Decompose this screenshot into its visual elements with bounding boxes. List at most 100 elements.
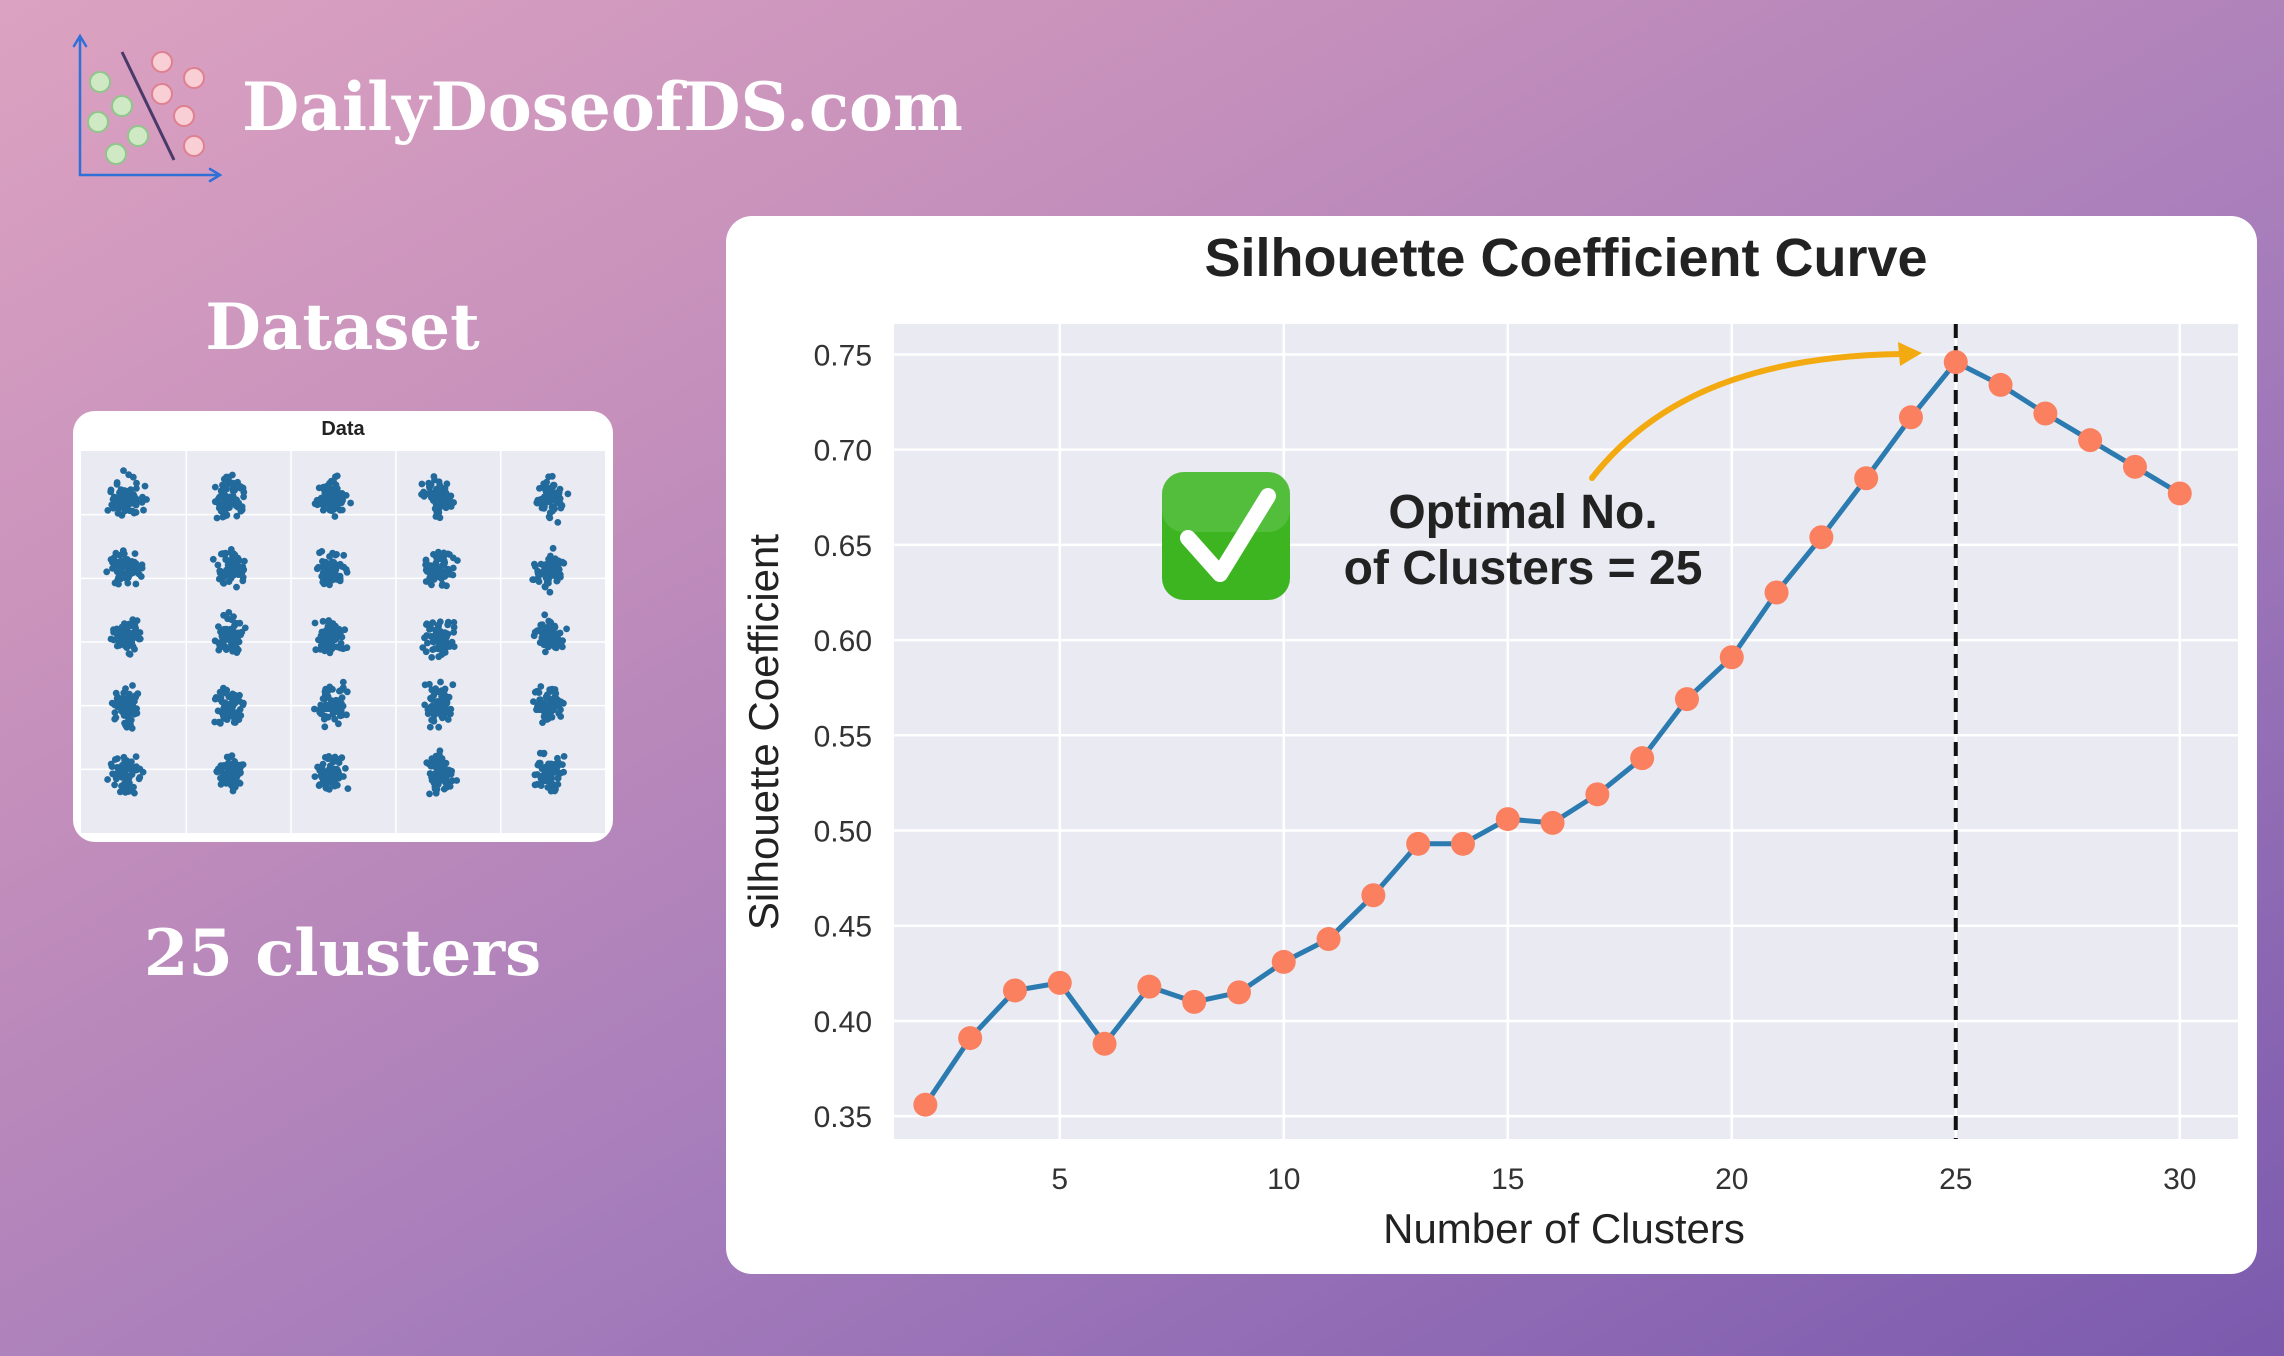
dataset-point (227, 546, 235, 553)
dataset-point (328, 770, 336, 778)
dataset-point (113, 479, 121, 486)
dataset-point (441, 775, 449, 782)
dataset-point (434, 621, 442, 629)
cluster-count-caption: 25 clusters (143, 916, 542, 991)
dataset-point (114, 632, 121, 640)
dataset-plot-title: Data (321, 418, 365, 440)
dataset-point (427, 762, 435, 770)
data-point (2167, 481, 2192, 506)
dataset-point (119, 694, 127, 702)
dataset-point (537, 628, 545, 636)
dataset-point (211, 498, 219, 506)
data-point (1898, 405, 1923, 430)
x-tick-label: 30 (2163, 1163, 2196, 1196)
data-point (1719, 645, 1744, 670)
dataset-point (437, 569, 444, 577)
dataset-point (123, 764, 131, 772)
dataset-point (217, 694, 225, 701)
dataset-point (114, 509, 122, 517)
dataset-point (437, 628, 444, 635)
dataset-point (550, 481, 558, 489)
dataset-point (555, 559, 563, 567)
dataset-point (540, 480, 548, 488)
dataset-point (110, 626, 117, 634)
dataset-point (216, 569, 224, 577)
dataset-point (233, 565, 240, 573)
dataset-point (234, 708, 242, 716)
x-tick-label: 5 (1051, 1163, 1068, 1196)
dataset-point (550, 786, 557, 794)
dataset-point (329, 549, 336, 557)
dataset-point (552, 644, 560, 652)
dataset-point (553, 577, 561, 585)
dataset-point (132, 753, 140, 760)
dataset-point (103, 568, 111, 576)
dataset-point (321, 723, 329, 731)
dataset-point (422, 557, 430, 565)
dataset-point (544, 629, 552, 637)
dataset-point (531, 560, 538, 568)
dataset-point (332, 755, 340, 762)
dataset-point (217, 780, 225, 788)
dataset-point (322, 784, 330, 792)
dataset-point (429, 619, 437, 626)
dataset-point (435, 548, 442, 556)
dataset-point (439, 486, 446, 493)
dataset-point (104, 507, 112, 514)
data-point (1495, 807, 1520, 832)
data-point (1002, 978, 1027, 1003)
dataset-point (530, 698, 537, 705)
dataset-title: Dataset (205, 290, 480, 365)
dataset-point (126, 718, 133, 726)
dataset-point (221, 503, 229, 510)
annotation-arrow (1589, 342, 1922, 481)
dataset-point (448, 638, 456, 646)
dataset-point (120, 622, 128, 630)
dataset-point (211, 483, 219, 491)
dataset-point (547, 565, 555, 573)
dataset-point (231, 758, 239, 765)
dataset-point (213, 514, 221, 522)
dataset-point (125, 650, 133, 657)
dataset-point (133, 766, 140, 774)
dataset-point (215, 718, 223, 726)
dataset-point (550, 634, 558, 642)
dataset-point (338, 694, 346, 702)
dataset-scatter-plot: Data (81, 418, 605, 833)
dataset-point (215, 639, 222, 647)
dataset-point (321, 695, 329, 702)
y-axis-ticks: 0.35 0.40 0.45 0.50 0.55 0.60 0.65 0.70 0.75 (814, 339, 872, 1134)
dataset-point (441, 699, 448, 706)
dataset-point (109, 558, 116, 566)
dataset-point (541, 611, 549, 619)
dataset-point (450, 499, 457, 506)
dataset-point (134, 630, 141, 638)
y-tick-label: 0.40 (814, 1006, 872, 1039)
dataset-point (454, 557, 461, 564)
dataset-point (131, 789, 138, 797)
dataset-point (535, 578, 543, 585)
y-tick-label: 0.35 (814, 1101, 872, 1134)
dataset-point (421, 634, 428, 642)
dataset-point (138, 498, 146, 506)
dataset-point (344, 785, 352, 792)
dataset-point (132, 692, 140, 699)
data-point (958, 1026, 983, 1051)
dataset-point (338, 633, 346, 641)
dataset-point (230, 571, 237, 579)
dataset-point (420, 493, 428, 500)
dataset-point (545, 643, 552, 651)
y-tick-label: 0.60 (814, 625, 872, 658)
dataset-point (225, 572, 232, 579)
dataset-point (534, 567, 542, 575)
annotation-line-1: Optimal No. (1388, 486, 1657, 539)
dataset-point (111, 756, 119, 763)
dailydoseofds-logo (72, 33, 223, 183)
dataset-point (321, 754, 329, 761)
dataset-point (428, 654, 436, 661)
dataset-point (315, 782, 323, 789)
dataset-point (539, 719, 546, 726)
dataset-point (225, 644, 232, 651)
data-point (2078, 428, 2103, 453)
dataset-point (547, 552, 554, 560)
